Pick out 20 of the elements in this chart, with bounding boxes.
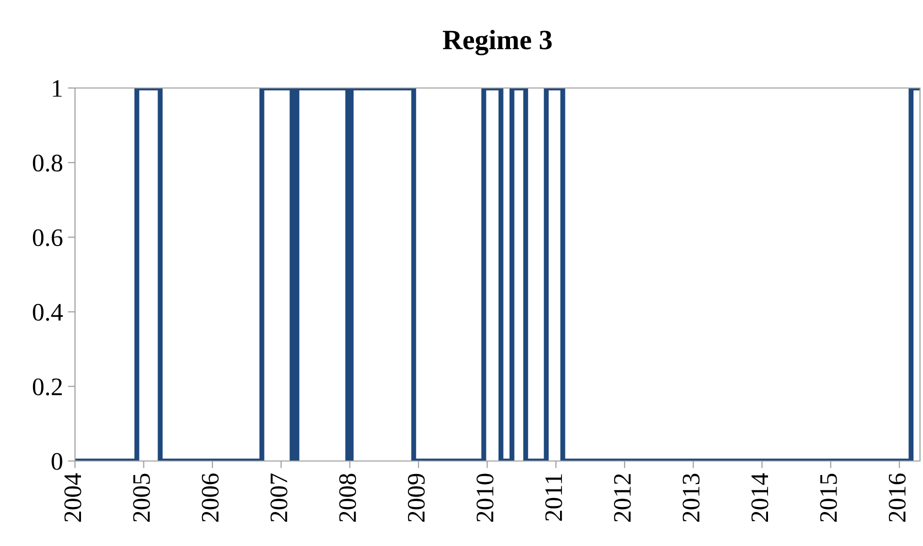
x-tick-label: 2013: [682, 474, 700, 522]
x-tick-label: 2011: [545, 474, 562, 521]
y-tick-label: 0.6: [32, 229, 62, 246]
y-tick-label: 0.2: [32, 378, 62, 396]
x-tick-label: 2006: [202, 474, 219, 522]
x-tick-label: 2008: [339, 474, 356, 522]
x-tick-label: 2005: [133, 474, 150, 522]
y-tick-label: 0.8: [32, 154, 62, 172]
x-tick-label: 2007: [270, 474, 288, 522]
chart-title: Regime 3: [442, 30, 552, 56]
x-tick-label: 2012: [614, 474, 631, 522]
x-tick-label: 2009: [408, 474, 425, 522]
x-tick-label: 2015: [820, 474, 837, 522]
y-tick-label: 0.4: [32, 304, 63, 321]
y-tick-label: 1: [52, 80, 62, 97]
y-tick-label: 0: [52, 453, 62, 470]
x-tick-label: 2016: [888, 474, 906, 522]
x-tick-label: 2010: [476, 474, 494, 522]
x-tick-label: 2014: [751, 473, 768, 522]
x-tick-label: 2004: [64, 473, 82, 522]
